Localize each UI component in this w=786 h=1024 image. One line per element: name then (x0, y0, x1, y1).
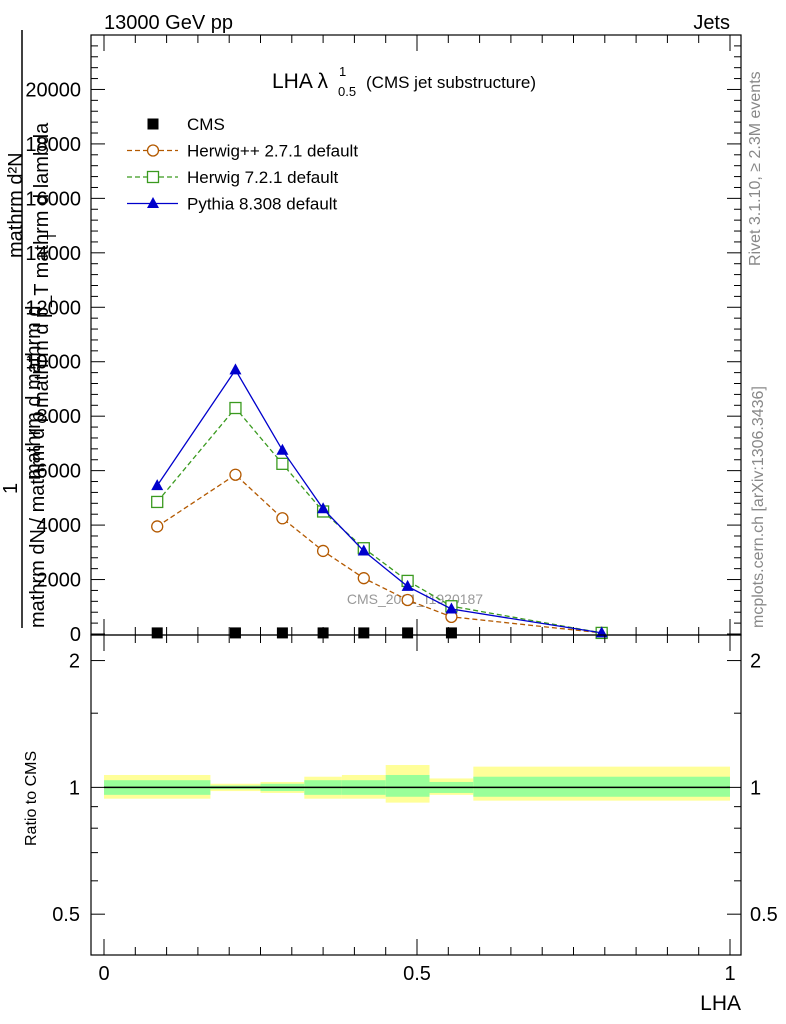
data-point-herwigpp (316, 544, 330, 558)
series-line (156, 368, 602, 634)
data-point-pythia (229, 363, 242, 375)
legend-label: Herwig++ 2.7.1 default (187, 142, 358, 161)
header-left: 13000 GeV pp (104, 12, 233, 34)
y-tick-label: 0 (70, 624, 81, 646)
x-tick-label: 0 (98, 963, 109, 985)
data-point-herwigpp (151, 520, 164, 533)
ratio-panel: 0.5 0.51 12 2 0 0.5 1 Ratio to CMS LHA (23, 634, 778, 1015)
series-line (156, 473, 602, 634)
data-point-herwigpp (401, 593, 414, 607)
data-point-cms (402, 627, 414, 639)
data-point-cms (445, 627, 457, 639)
series-cms (151, 627, 457, 639)
y-tick-label: 14000 (25, 243, 81, 265)
data-point-cms (317, 627, 329, 639)
data-point-herwig7 (276, 457, 289, 470)
ratio-y-ticks: 0.5 0.5 1 1 2 2 (52, 651, 778, 927)
x-axis-label: LHA (700, 992, 741, 1015)
y-tick-label: 16000 (25, 188, 81, 210)
data-point-pythia (147, 197, 159, 208)
data-point-pythia (151, 479, 164, 491)
side-text-upper: Rivet 3.1.10, ≥ 2.3M events (747, 71, 764, 266)
ylabel-frac-one: 1 (0, 483, 22, 494)
title-sup: 1 (339, 64, 346, 79)
ratio-band-inner (385, 774, 430, 797)
header-right: Jets (693, 12, 730, 34)
y-tick-label: 2000 (37, 570, 82, 592)
ratio-y-tick-label-right: 1 (750, 777, 761, 799)
data-point-cms (229, 627, 241, 639)
data-point-pythia (445, 602, 458, 614)
ylabel-lower: mathrm d mathrm d (23, 306, 45, 480)
ratio-bands (104, 765, 730, 803)
side-text-lower: mcplots.cern.ch [arXiv:1306.3436] (750, 386, 767, 628)
data-point-cms (147, 118, 159, 130)
watermark: CMS_2021_I1920187 (347, 591, 483, 607)
ylabel-sub: T (44, 232, 59, 240)
data-point-pythia (401, 579, 414, 591)
chart-title: LHA λ 1 0.5 (CMS jet substructure) (272, 64, 536, 99)
legend: CMS Herwig++ 2.7.1 default Herwig 7.2.1 de… (127, 115, 358, 214)
legend-label: Pythia 8.308 default (187, 195, 338, 214)
ratio-y-tick-label: 1 (69, 777, 80, 799)
y-tick-label: 8000 (37, 406, 82, 428)
series-pythia-8-308-default (151, 363, 608, 638)
ratio-y-tick-label: 0.5 (52, 904, 80, 926)
legend-label: CMS (187, 115, 225, 134)
y-tick-label: 10000 (25, 352, 81, 374)
series-line (156, 406, 602, 634)
main-y-ticks: 0 2000 4000 6000 8000 10000 12000 14000 16000 180… (25, 45, 741, 646)
legend-entry: Pythia 8.308 default (127, 195, 338, 214)
data-point-cms (276, 627, 288, 639)
ratio-x-ticks: 0 0.5 1 (98, 635, 736, 985)
y-tick-label: 12000 (25, 297, 81, 319)
title-main: LHA λ (272, 70, 329, 93)
ylabel-bottom: mathrm dN / mathrm d p (27, 411, 49, 628)
data-point-herwig7 (146, 170, 160, 184)
main-series (151, 363, 608, 640)
y-tick-label: 6000 (37, 461, 82, 483)
y-tick-label: 18000 (25, 134, 81, 156)
ratio-y-axis-label: Ratio to CMS (23, 751, 40, 846)
data-point-herwig7 (229, 401, 242, 415)
ratio-y-tick-label: 2 (69, 651, 80, 673)
ylabel-top: mathrm d²N (5, 152, 27, 258)
title-sub: 0.5 (338, 84, 356, 99)
legend-label: Herwig 7.2.1 default (187, 168, 338, 187)
main-x-ticks (103, 35, 731, 635)
x-tick-label: 1 (724, 963, 735, 985)
x-tick-label: 0.5 (403, 963, 431, 985)
legend-entry: Herwig++ 2.7.1 default (127, 142, 358, 161)
title-note: (CMS jet substructure) (366, 73, 536, 92)
ratio-y-tick-label-right: 0.5 (750, 904, 778, 926)
data-point-cms (358, 627, 370, 639)
ratio-y-tick-label-right: 2 (750, 651, 761, 673)
ylabel-mid: mathrm d p_T mathrm d lambda (31, 122, 53, 408)
data-point-herwig7 (151, 495, 164, 509)
y-tick-label: 20000 (25, 79, 81, 101)
data-point-herwigpp (276, 512, 289, 525)
main-y-axis-label: mathrm d²N mathrm d p_T mathrm d lambda … (0, 30, 59, 628)
ratio-plot-frame (90, 634, 742, 956)
series-herwig-2-7-1-default (151, 468, 608, 640)
main-panel: 0 2000 4000 6000 8000 10000 12000 14000 16000 180… (25, 34, 742, 646)
y-tick-label: 4000 (37, 515, 82, 537)
data-point-herwigpp (229, 468, 242, 481)
data-point-herwigpp (146, 144, 160, 157)
data-point-pythia (317, 502, 330, 514)
data-point-herwigpp (357, 572, 370, 585)
legend-entry: Herwig 7.2.1 default (127, 168, 338, 187)
legend-entry: CMS (147, 115, 225, 134)
data-point-cms (151, 627, 163, 639)
data-point-pythia (357, 544, 370, 556)
data-point-pythia (276, 443, 289, 455)
